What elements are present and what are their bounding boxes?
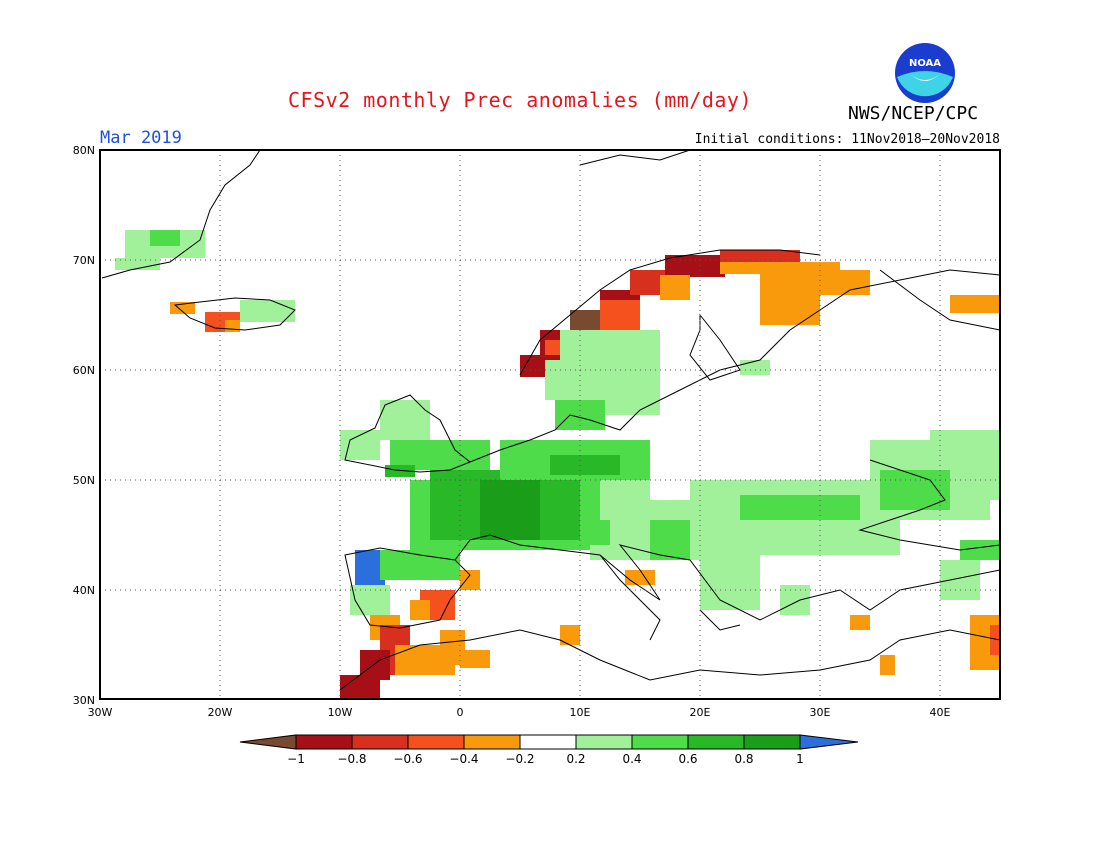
legend-tick: 0.6: [678, 752, 697, 766]
lon-label: 10E: [570, 706, 591, 719]
lon-label: 40E: [930, 706, 951, 719]
legend-swatch: [631, 734, 689, 750]
legend-tick: −0.4: [449, 752, 478, 766]
legend-tick: −0.2: [505, 752, 534, 766]
lat-label: 70N: [73, 254, 95, 267]
legend-tick: 1: [796, 752, 804, 766]
legend-tick: −0.8: [337, 752, 366, 766]
lat-label: 50N: [73, 474, 95, 487]
color-legend: [239, 734, 859, 750]
legend-tick: 0.2: [566, 752, 585, 766]
lat-label: 80N: [73, 144, 95, 157]
lon-labels: 30W 20W 10W 0 10E 20E 30E 40E: [88, 706, 951, 719]
lat-labels: 80N 70N 60N 50N 40N 30N: [73, 144, 95, 707]
lat-label: 60N: [73, 364, 95, 377]
legend-swatch: [295, 734, 353, 750]
agency-label: NWS/NCEP/CPC: [848, 103, 979, 124]
legend-swatch: [351, 734, 409, 750]
legend-arrow-low: [239, 734, 297, 750]
legend-swatch: [407, 734, 465, 750]
lon-label: 20E: [690, 706, 711, 719]
lon-label: 30E: [810, 706, 831, 719]
legend-tick: −0.6: [393, 752, 422, 766]
legend-swatch: [743, 734, 801, 750]
noaa-logo: NOAA: [895, 43, 955, 103]
lon-label: 10W: [328, 706, 353, 719]
lat-label: 40N: [73, 584, 95, 597]
legend-swatch: [519, 734, 577, 750]
map-frame: [99, 149, 1001, 700]
initial-conditions: Initial conditions: 11Nov2018–20Nov2018: [694, 132, 1000, 147]
lon-label: 0: [457, 706, 464, 719]
coastlines: [101, 150, 1000, 691]
lon-label: 30W: [88, 706, 113, 719]
legend-swatch: [575, 734, 633, 750]
legend-ticks: −1 −0.8 −0.6 −0.4 −0.2 0.2 0.4 0.6 0.8 1: [287, 752, 804, 766]
noaa-logo-text: NOAA: [909, 58, 941, 69]
anomaly-field: [115, 230, 1000, 699]
graticule: [100, 150, 1000, 699]
lon-label: 20W: [208, 706, 233, 719]
legend-arrow-high: [799, 734, 859, 750]
legend-tick: 0.4: [622, 752, 641, 766]
legend-swatch: [687, 734, 745, 750]
lat-label: 30N: [73, 694, 95, 707]
chart-title: CFSv2 monthly Prec anomalies (mm/day): [287, 88, 753, 112]
month-label: Mar 2019: [100, 128, 182, 148]
legend-swatch: [463, 734, 521, 750]
legend-tick: 0.8: [734, 752, 753, 766]
legend-tick: −1: [287, 752, 305, 766]
